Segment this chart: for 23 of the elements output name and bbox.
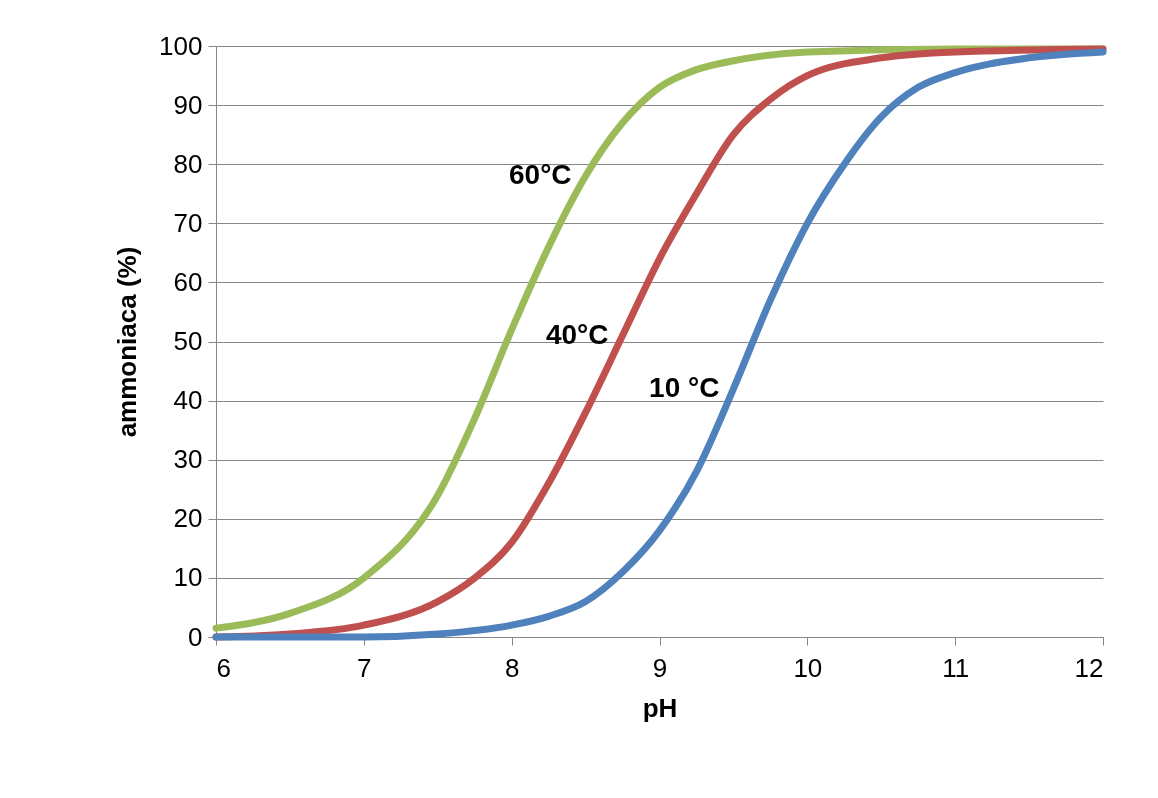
y-tick-label: 90	[173, 89, 203, 120]
y-tick-label: 40	[173, 385, 203, 416]
series-label: 60°C	[509, 159, 572, 191]
y-axis-title: ammoniaca (%)	[112, 246, 143, 438]
y-tick-label: 0	[188, 621, 203, 652]
x-tick-label: 6	[216, 652, 231, 683]
x-axis-title: pH	[642, 692, 678, 723]
x-tick-label: 9	[652, 652, 668, 683]
x-tick-label: 7	[357, 652, 372, 683]
y-tick-label: 30	[173, 444, 203, 475]
y-tick-label: 50	[173, 326, 203, 356]
y-tick-label: 70	[173, 207, 203, 238]
y-tick-label: 60	[173, 266, 203, 297]
x-tick-label: 8	[504, 652, 520, 683]
series-label: 10 °C	[649, 371, 720, 403]
x-tick-label: 12	[1074, 652, 1104, 683]
y-tick-label: 100	[159, 30, 203, 61]
x-tick-label: 10	[793, 652, 823, 683]
x-tick-label: 11	[942, 652, 970, 683]
y-tick-label: 10	[173, 562, 203, 593]
series-label: 40°C	[545, 318, 609, 350]
y-tick-label: 20	[173, 503, 203, 534]
y-tick-label: 80	[173, 148, 203, 179]
